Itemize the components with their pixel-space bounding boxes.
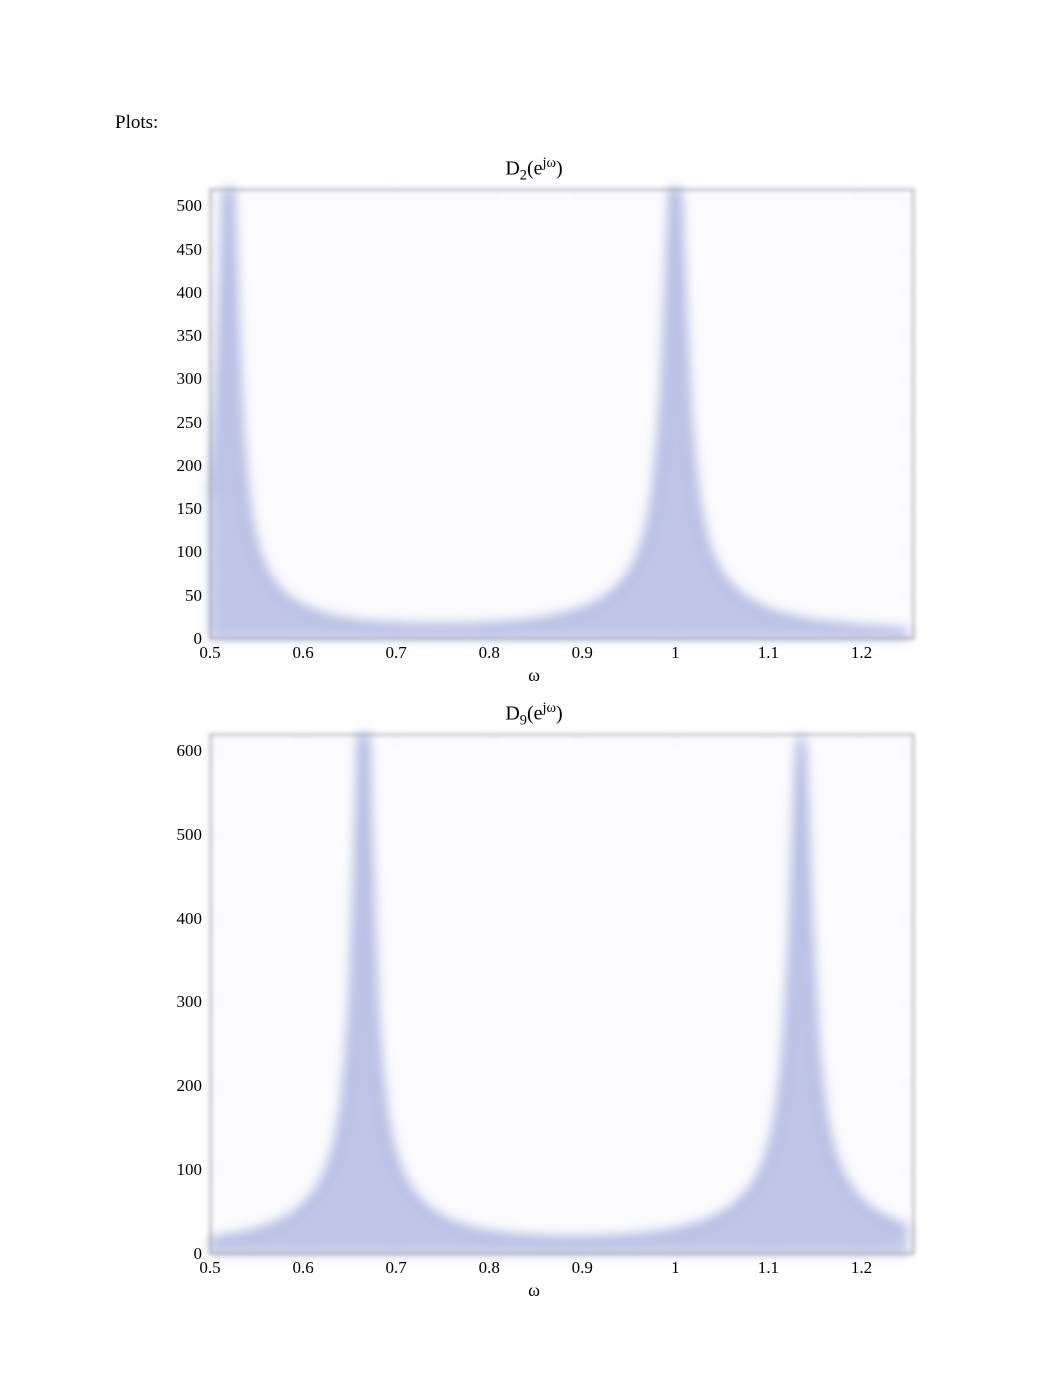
page: Plots: D2(ejω)05010015020025030035040045…: [0, 0, 1062, 1376]
chart2-xtick-label: 0.5: [199, 1258, 220, 1278]
chart2-xtick-label: 1.2: [851, 1258, 872, 1278]
chart1-wrap: D2(ejω)0501001502002503003504004505000.5…: [154, 155, 914, 686]
chart1-curve-line: [210, 189, 908, 630]
chart1-curve-fill: [210, 189, 908, 639]
chart2-xtick-label: 0.7: [386, 1258, 407, 1278]
chart1-xtick-label: 0.9: [572, 643, 593, 663]
chart2-xtick-label: 0.8: [479, 1258, 500, 1278]
chart2-xaxis-title: ω: [154, 1280, 914, 1301]
chart1-xaxis-title: ω: [154, 665, 914, 686]
chart1-xlabels: 0.50.60.70.80.911.11.2: [210, 639, 914, 661]
chart1-ytick-label: 300: [177, 369, 203, 389]
chart1-plot-row: 050100150200250300350400450500: [154, 189, 914, 639]
chart1-ytick-label: 50: [185, 586, 202, 606]
chart1-plot-area: [210, 189, 914, 639]
chart2-xtick-label: 1: [671, 1258, 680, 1278]
chart2-curve-fill: [210, 734, 908, 1254]
chart1-ytick-label: 500: [177, 196, 203, 216]
chart2-wrap: D9(ejω)01002003004005006000.50.60.70.80.…: [154, 700, 914, 1301]
chart2-xtick-label: 0.9: [572, 1258, 593, 1278]
chart2-curve-svg: [210, 734, 908, 1254]
chart2-ytick-label: 100: [177, 1160, 203, 1180]
chart2-ytick-label: 600: [177, 741, 203, 761]
chart1-xtick-label: 0.6: [292, 643, 313, 663]
chart1-xtick-label: 0.7: [386, 643, 407, 663]
chart1-xtick-label: 1.2: [851, 643, 872, 663]
chart1-xtick-label: 0.5: [199, 643, 220, 663]
chart1-xtick-label: 0.8: [479, 643, 500, 663]
chart1-ytick-label: 100: [177, 542, 203, 562]
chart2-xlabels: 0.50.60.70.80.911.11.2: [210, 1254, 914, 1276]
chart2-plot-row: 0100200300400500600: [154, 734, 914, 1254]
chart2-title: D9(ejω): [154, 700, 914, 728]
chart2-xtick-label: 1.1: [758, 1258, 779, 1278]
chart2-ytick-label: 400: [177, 909, 203, 929]
chart2-ytick-label: 300: [177, 992, 203, 1012]
chart2-ytick-label: 500: [177, 825, 203, 845]
chart1-ylabels: 050100150200250300350400450500: [154, 189, 210, 639]
chart1-ytick-label: 400: [177, 283, 203, 303]
chart1-curve-svg: [210, 189, 908, 639]
chart1-ytick-label: 350: [177, 326, 203, 346]
chart2-ylabels: 0100200300400500600: [154, 734, 210, 1254]
chart1-ytick-label: 150: [177, 499, 203, 519]
page-heading: Plots:: [115, 112, 158, 134]
chart2-xtick-label: 0.6: [292, 1258, 313, 1278]
chart1-xtick-label: 1.1: [758, 643, 779, 663]
chart2-ytick-label: 200: [177, 1076, 203, 1096]
chart1-xtick-label: 1: [671, 643, 680, 663]
chart1-ytick-label: 250: [177, 413, 203, 433]
chart1-title: D2(ejω): [154, 155, 914, 183]
chart2-blur-layer: [210, 734, 914, 1254]
chart2-plot-area: [210, 734, 914, 1254]
chart1-blur-layer: [210, 189, 914, 639]
chart1-ytick-label: 200: [177, 456, 203, 476]
chart1-ytick-label: 450: [177, 240, 203, 260]
